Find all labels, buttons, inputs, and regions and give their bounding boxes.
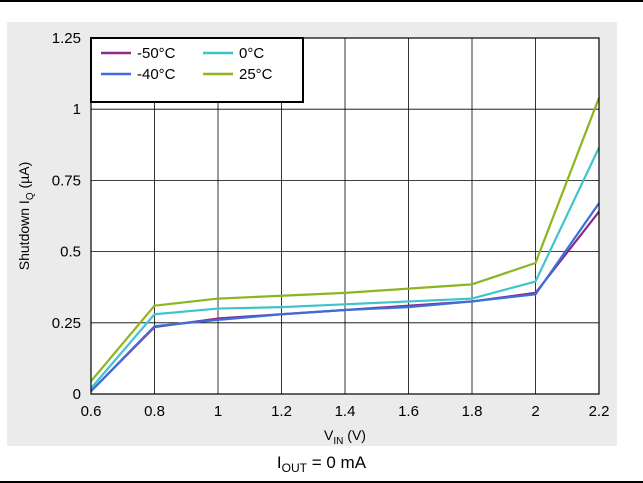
series-line	[90, 147, 600, 390]
y-axis-label-main: Shutdown I	[16, 200, 32, 270]
x-tick-label: 0.8	[144, 403, 165, 420]
x-tick-labels: 0.6 0.8 1 1.2 1.4 1.6 1.8 2 2.2	[81, 403, 610, 420]
y-tick-label: 0.25	[52, 315, 81, 332]
caption-main: I	[276, 453, 282, 472]
series-line	[90, 202, 600, 392]
x-axis-label: VIN (V)	[324, 427, 366, 446]
y-tick-label: 0	[73, 386, 81, 403]
legend-label: -40°C	[137, 66, 176, 83]
x-tick-label: 2.2	[589, 403, 610, 420]
x-tick-label: 1.6	[398, 403, 419, 420]
plot-frame	[90, 37, 600, 395]
chart-figure: 0.6 0.8 1 1.2 1.4 1.6 1.8 2 2.2 0 0.25 0.5 0.75 1 1.2…	[7, 22, 617, 446]
legend-label: -50°C	[137, 45, 176, 62]
legend-box	[90, 37, 304, 103]
x-tick-label: 1	[214, 403, 222, 420]
x-axis-label-main: V	[324, 427, 334, 443]
y-axis-label: Shutdown IQ (µA)	[16, 162, 36, 270]
caption-sub: OUT	[281, 461, 307, 475]
x-axis-label-rest: (V)	[343, 427, 366, 443]
x-tick-label: 1.8	[462, 403, 483, 420]
bottom-rule	[0, 481, 643, 483]
y-tick-label: 0.75	[52, 172, 81, 189]
legend-items: -50°C -40°C 0°C 25°C	[101, 45, 273, 83]
x-tick-label: 1.2	[271, 403, 292, 420]
legend-label: 25°C	[239, 66, 273, 83]
y-axis-label-sub: Q	[25, 192, 36, 200]
y-axis-label-rest: (µA)	[16, 162, 32, 193]
x-tick-label: 2	[531, 403, 539, 420]
chart-caption: IOUT = 0 mA	[0, 453, 643, 475]
line-chart: 0.6 0.8 1 1.2 1.4 1.6 1.8 2 2.2 0 0.25 0.5 0.75 1 1.2…	[16, 30, 610, 446]
top-rule	[0, 0, 643, 2]
y-tick-label: 0.5	[60, 244, 81, 261]
y-tick-labels: 0 0.25 0.5 0.75 1 1.25	[52, 30, 81, 403]
x-axis-label-sub: IN	[333, 436, 343, 446]
y-tick-label: 1.25	[52, 30, 81, 47]
series-line	[90, 97, 601, 382]
x-tick-label: 0.6	[81, 403, 102, 420]
y-tick-label: 1	[73, 101, 81, 118]
series-layer	[90, 97, 601, 392]
legend-label: 0°C	[239, 45, 264, 62]
caption-rest: = 0 mA	[307, 453, 367, 472]
legend: -50°C -40°C 0°C 25°C	[90, 37, 304, 103]
x-tick-label: 1.4	[335, 403, 356, 420]
